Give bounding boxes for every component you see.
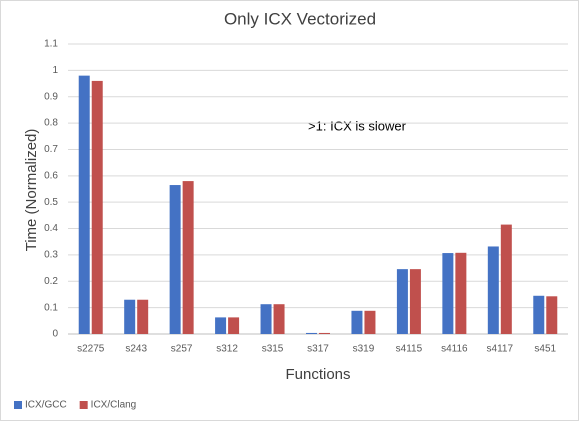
- y-tick-label: 0: [52, 329, 58, 340]
- bar: [546, 296, 558, 334]
- legend-label: ICX/Clang: [91, 400, 137, 411]
- x-tick-label: s4116: [441, 344, 468, 355]
- x-tick-label: s317: [307, 344, 329, 355]
- chart-title: Only ICX Vectorized: [224, 9, 376, 28]
- y-axis-title: Time (Normalized): [23, 129, 40, 252]
- bar: [364, 310, 376, 334]
- bar: [91, 80, 103, 334]
- bar: [169, 185, 181, 334]
- y-tick-label: 0.3: [44, 250, 58, 261]
- y-tick-label: 1: [52, 65, 58, 76]
- bar: [228, 317, 240, 334]
- bar: [306, 332, 317, 334]
- y-tick-label: 0.1: [44, 302, 58, 313]
- bar: [319, 332, 330, 334]
- x-tick-label: s2275: [77, 344, 105, 355]
- bar: [78, 75, 90, 335]
- x-tick-label: s257: [171, 344, 193, 355]
- y-tick-label: 1.1: [44, 39, 58, 50]
- x-tick-label: s315: [262, 344, 284, 355]
- bar: [396, 269, 408, 334]
- y-tick-label: 0.5: [44, 197, 58, 208]
- bar: [500, 224, 512, 334]
- x-tick-label: s4115: [396, 344, 423, 355]
- bar: [273, 304, 285, 334]
- bar: [533, 295, 545, 334]
- x-axis-title: Functions: [285, 366, 350, 383]
- bar: [409, 269, 421, 334]
- y-tick-label: 0.6: [44, 170, 58, 181]
- bar: [455, 252, 467, 334]
- y-tick-label: 0.9: [44, 91, 58, 102]
- bar: [442, 253, 454, 334]
- legend-swatch: [14, 401, 22, 409]
- y-tick-label: 0.7: [44, 144, 58, 155]
- bar: [215, 317, 227, 334]
- x-tick-label: s4117: [487, 344, 514, 355]
- y-tick-label: 0.2: [44, 276, 58, 287]
- legend-swatch: [79, 401, 88, 409]
- bar: [182, 181, 194, 334]
- bar: [124, 299, 136, 334]
- x-tick-label: s451: [534, 344, 556, 355]
- legend-label: ICX/GCC: [25, 400, 67, 411]
- x-tick-label: s319: [353, 344, 375, 355]
- y-tick-label: 0.8: [44, 118, 58, 129]
- x-tick-label: s243: [125, 344, 147, 355]
- bar: [137, 299, 149, 334]
- bar: [487, 246, 499, 334]
- y-tick-label: 0.4: [44, 223, 58, 234]
- x-tick-label: s312: [216, 344, 238, 355]
- bar: [260, 304, 272, 334]
- annotation: >1: ICX is slower: [308, 118, 407, 133]
- bar: [351, 310, 363, 334]
